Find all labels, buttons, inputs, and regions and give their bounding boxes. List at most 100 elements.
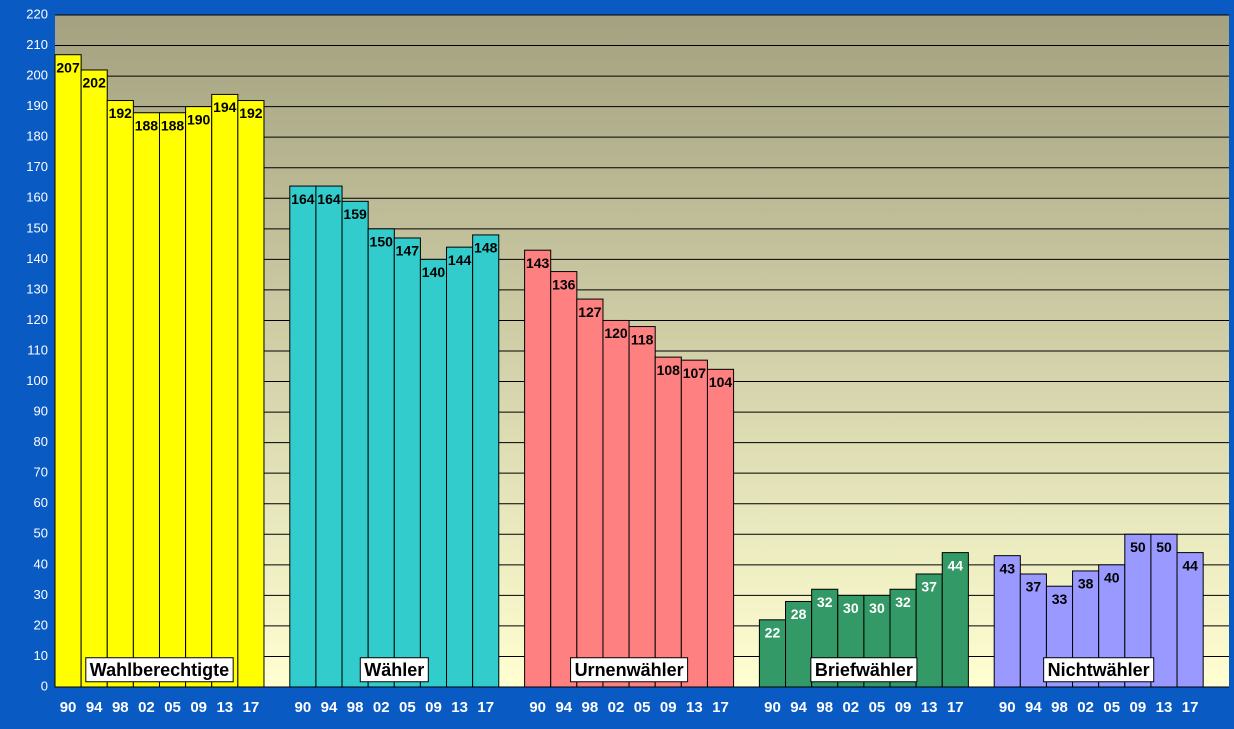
data-label: 192	[239, 105, 263, 121]
y-tick-label: 200	[26, 68, 48, 83]
group-label: Urnenwähler	[575, 660, 684, 680]
bar	[680, 359, 708, 688]
bar	[654, 356, 682, 688]
y-tick-label: 30	[34, 587, 48, 602]
data-label: 108	[657, 362, 681, 378]
y-tick-label: 110	[27, 342, 48, 357]
x-tick-label: 13	[1156, 699, 1173, 716]
bar	[706, 368, 735, 688]
x-tick-label: 13	[451, 699, 468, 716]
bar	[1150, 533, 1178, 688]
data-label: 40	[1104, 570, 1120, 586]
y-tick-label: 100	[26, 373, 48, 388]
bar	[315, 185, 343, 688]
x-tick-label: 05	[399, 699, 416, 716]
data-label: 28	[791, 606, 807, 622]
bar	[237, 100, 265, 688]
y-tick-label: 220	[26, 6, 48, 21]
data-label: 188	[135, 117, 159, 133]
y-tick-label: 60	[34, 495, 48, 510]
data-label: 147	[396, 243, 420, 259]
x-tick-label: 90	[999, 699, 1016, 716]
data-label: 148	[474, 240, 498, 256]
x-tick-label: 17	[477, 699, 494, 716]
x-tick-label: 02	[842, 699, 859, 716]
data-label: 37	[1026, 579, 1042, 595]
data-label: 104	[709, 374, 733, 390]
bar	[54, 54, 82, 688]
bar	[472, 234, 500, 688]
data-label: 120	[604, 325, 628, 341]
data-label: 30	[843, 600, 859, 616]
data-label: 30	[869, 600, 885, 616]
bar	[211, 93, 239, 688]
x-tick-label: 13	[921, 699, 938, 716]
y-tick-label: 170	[26, 159, 48, 174]
data-label: 194	[213, 99, 237, 115]
x-tick-label: 09	[660, 699, 677, 716]
x-tick-label: 98	[1051, 699, 1068, 716]
data-label: 37	[921, 579, 937, 595]
x-tick-label: 17	[947, 699, 964, 716]
y-tick-label: 80	[34, 434, 48, 449]
group-label: Wahlberechtigte	[90, 660, 229, 680]
data-label: 107	[683, 365, 707, 381]
bar	[941, 552, 969, 688]
group-label-box	[570, 657, 689, 683]
bar	[341, 200, 369, 688]
x-tick-label: 09	[190, 699, 207, 716]
y-tick-label: 210	[26, 37, 48, 52]
bar	[785, 600, 813, 688]
x-tick-label: 05	[164, 699, 181, 716]
data-label: 32	[895, 594, 911, 610]
x-tick-label: 90	[529, 699, 546, 716]
y-tick-label: 50	[34, 526, 48, 541]
data-label: 164	[291, 191, 315, 207]
x-tick-label: 98	[816, 699, 833, 716]
bar	[1176, 552, 1204, 688]
y-tick-label: 70	[34, 465, 48, 480]
x-tick-label: 90	[60, 699, 77, 716]
data-label: 38	[1078, 576, 1094, 592]
x-tick-label: 02	[138, 699, 155, 716]
data-label: 50	[1130, 539, 1146, 555]
x-tick-label: 17	[243, 699, 260, 716]
y-tick-label: 90	[34, 404, 48, 419]
y-tick-label: 20	[34, 617, 48, 632]
bar	[419, 258, 448, 688]
bar	[628, 326, 656, 688]
data-label: 192	[109, 105, 133, 121]
x-tick-label: 02	[373, 699, 390, 716]
y-tick-label: 150	[26, 220, 48, 235]
y-tick-label: 160	[26, 190, 48, 205]
data-label: 50	[1156, 539, 1172, 555]
group-label-box	[810, 657, 918, 683]
x-tick-label: 94	[555, 699, 572, 716]
data-label: 144	[448, 252, 472, 268]
x-tick-label: 02	[1077, 699, 1094, 716]
data-label: 188	[161, 117, 185, 133]
y-tick-label: 0	[41, 678, 48, 693]
data-label: 164	[317, 191, 341, 207]
y-tick-label: 140	[26, 251, 48, 266]
data-label: 159	[343, 206, 367, 222]
x-tick-label: 90	[295, 699, 312, 716]
x-tick-label: 09	[425, 699, 442, 716]
data-label: 150	[370, 234, 394, 250]
bar	[106, 100, 134, 688]
x-tick-label: 05	[1103, 699, 1120, 716]
bar	[602, 319, 630, 688]
group-label-box	[85, 657, 234, 683]
data-label: 202	[83, 75, 107, 91]
bar	[446, 246, 474, 688]
bar	[367, 228, 395, 688]
group-label-box	[359, 657, 429, 683]
x-tick-label: 94	[790, 699, 807, 716]
y-tick-label: 130	[26, 281, 48, 296]
bar	[393, 237, 421, 688]
x-tick-label: 94	[1025, 699, 1042, 716]
bar	[158, 112, 187, 688]
bar	[80, 69, 108, 688]
data-label: 190	[187, 111, 211, 127]
